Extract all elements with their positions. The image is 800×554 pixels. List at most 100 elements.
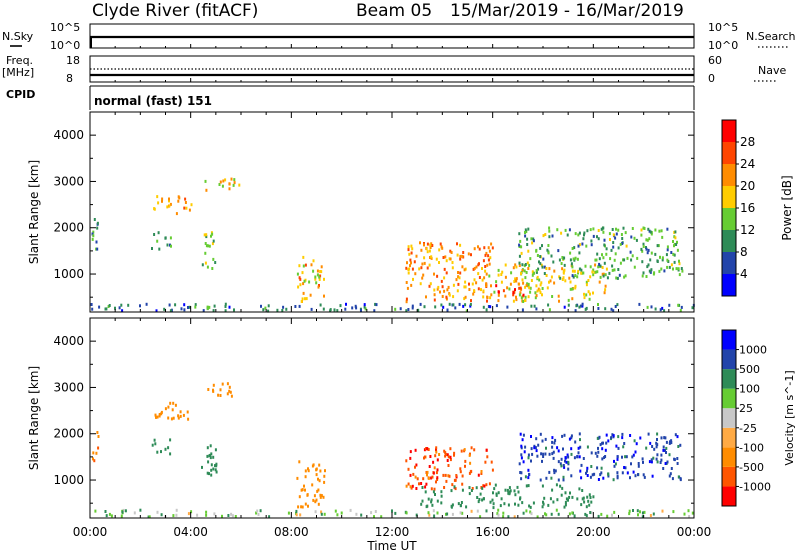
velocity-cell <box>581 497 584 501</box>
velocity-frame <box>89 317 695 519</box>
velocity-cell <box>679 443 682 447</box>
velocity-cell <box>373 515 375 519</box>
power-cell <box>177 195 180 199</box>
velocity-cell <box>617 446 620 450</box>
velocity-cell <box>426 447 429 451</box>
velocity-cell <box>219 394 222 397</box>
power-cell <box>535 294 538 298</box>
power-cell <box>153 207 156 211</box>
power-cell <box>508 287 511 291</box>
velocity-cell <box>551 488 554 492</box>
power-cell <box>588 297 591 301</box>
velocity-cell <box>583 500 586 504</box>
power-cell <box>615 276 618 280</box>
power-cell <box>442 305 445 309</box>
power-cell <box>452 283 455 287</box>
power-cell <box>174 303 177 307</box>
power-cell <box>329 308 332 312</box>
power-cell <box>480 288 482 292</box>
velocity-cell <box>632 453 635 457</box>
power-cell <box>515 277 518 281</box>
power-cell <box>649 258 652 262</box>
power-cell <box>536 275 539 279</box>
power-cell <box>407 308 410 311</box>
power-cell <box>650 232 653 236</box>
velocity-cell <box>212 467 215 471</box>
power-cell <box>666 248 669 252</box>
velocity-cell <box>563 433 566 437</box>
velocity-cell <box>469 461 472 465</box>
velocity-cell <box>428 513 431 517</box>
velocity-cell <box>691 511 694 515</box>
power-cell <box>615 232 618 236</box>
power-cell <box>205 244 208 248</box>
velocity-cell <box>414 448 417 452</box>
velocity-cell <box>520 444 523 448</box>
power-cell <box>232 183 235 187</box>
velocity-cell <box>605 441 608 445</box>
power-cell <box>605 252 608 256</box>
velocity-cell <box>491 498 494 502</box>
velocity-cell <box>298 495 301 499</box>
velocity-cell <box>554 438 557 442</box>
power-cell <box>658 269 661 273</box>
velocity-cell <box>533 446 536 450</box>
velocity-cell <box>580 476 583 480</box>
power-cell <box>546 286 549 290</box>
power-cell <box>571 297 574 301</box>
velocity-colorbar: -1000 -500 -100 -25 25 100 500 1000 Velocity [m … <box>721 329 796 507</box>
power-cell <box>105 307 108 311</box>
power-cell <box>473 289 476 293</box>
velocity-cell <box>407 482 410 486</box>
x-tick-label: 16:00 <box>475 525 510 539</box>
power-cell <box>672 267 674 271</box>
nsearch-tick-bottom: 10^0 <box>708 39 738 52</box>
power-cell <box>446 288 449 292</box>
velocity-cell <box>529 505 532 509</box>
velocity-cell <box>527 468 530 472</box>
power-cell <box>409 258 412 262</box>
power-cell <box>375 303 378 307</box>
power-cell <box>175 212 178 216</box>
power-cell <box>597 229 600 232</box>
velocity-cell <box>632 509 634 512</box>
power-cell <box>224 178 227 182</box>
power-cell <box>531 270 534 274</box>
velocity-cell <box>177 416 180 420</box>
velocity-cell <box>169 438 172 442</box>
velocity-cell <box>524 475 527 479</box>
velocity-cell <box>578 487 581 491</box>
velocity-cell <box>560 457 563 461</box>
power-cell <box>577 271 579 275</box>
velocity-cell <box>172 514 175 518</box>
power-cell <box>221 184 224 188</box>
power-cell <box>623 258 626 262</box>
power-cell <box>527 249 530 253</box>
velocity-cell <box>530 459 532 463</box>
velocity-cell <box>590 465 593 468</box>
power-cell <box>425 295 427 299</box>
power-cell <box>212 239 215 243</box>
velocity-cell <box>121 510 124 514</box>
velocity-cell <box>530 435 532 438</box>
power-cell <box>616 303 619 307</box>
velocity-cell <box>226 392 229 396</box>
velocity-cell <box>461 474 464 478</box>
power-cell <box>497 273 500 277</box>
power-cell <box>563 263 566 267</box>
velocity-cell <box>534 446 537 450</box>
power-cell <box>563 256 566 260</box>
velocity-cell <box>442 473 445 477</box>
velocity-cell <box>550 476 553 480</box>
velocity-cell <box>427 448 430 451</box>
y-tick-label: 3000 <box>53 380 84 394</box>
power-cell <box>297 285 300 289</box>
velocity-cell <box>443 449 446 453</box>
velocity-cell <box>586 474 589 477</box>
velocity-cell <box>450 505 453 509</box>
power-cell <box>642 271 645 275</box>
power-cell <box>585 293 588 297</box>
power-cell <box>180 307 183 311</box>
velocity-cell <box>557 460 560 464</box>
velocity-cell <box>426 473 428 477</box>
